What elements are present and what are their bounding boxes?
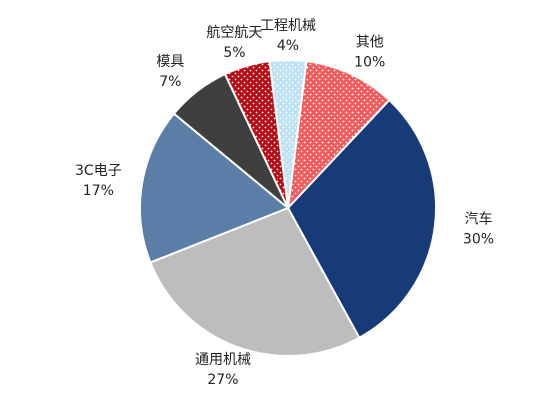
value-label: 30% — [463, 232, 494, 248]
slice-label: 3C电子 — [75, 163, 122, 179]
value-label: 7% — [159, 74, 181, 90]
slice-label: 模具 — [156, 54, 184, 70]
slice-label: 航空航天 — [206, 25, 262, 41]
pie-slice — [223, 60, 289, 209]
slice-label: 工程机械 — [260, 18, 316, 34]
value-label: 27% — [207, 372, 238, 388]
pie-slice — [286, 98, 437, 340]
pie-slice — [139, 112, 290, 264]
slice-label: 其他 — [356, 34, 384, 50]
value-label: 10% — [354, 54, 385, 70]
pie-slice — [149, 206, 361, 357]
slice-label: 汽车 — [464, 211, 492, 228]
value-label: 17% — [83, 183, 114, 199]
value-label: 4% — [277, 38, 299, 54]
pie-slice — [286, 60, 391, 211]
slice-label: 通用机械 — [195, 352, 251, 368]
value-label: 5% — [223, 45, 245, 61]
